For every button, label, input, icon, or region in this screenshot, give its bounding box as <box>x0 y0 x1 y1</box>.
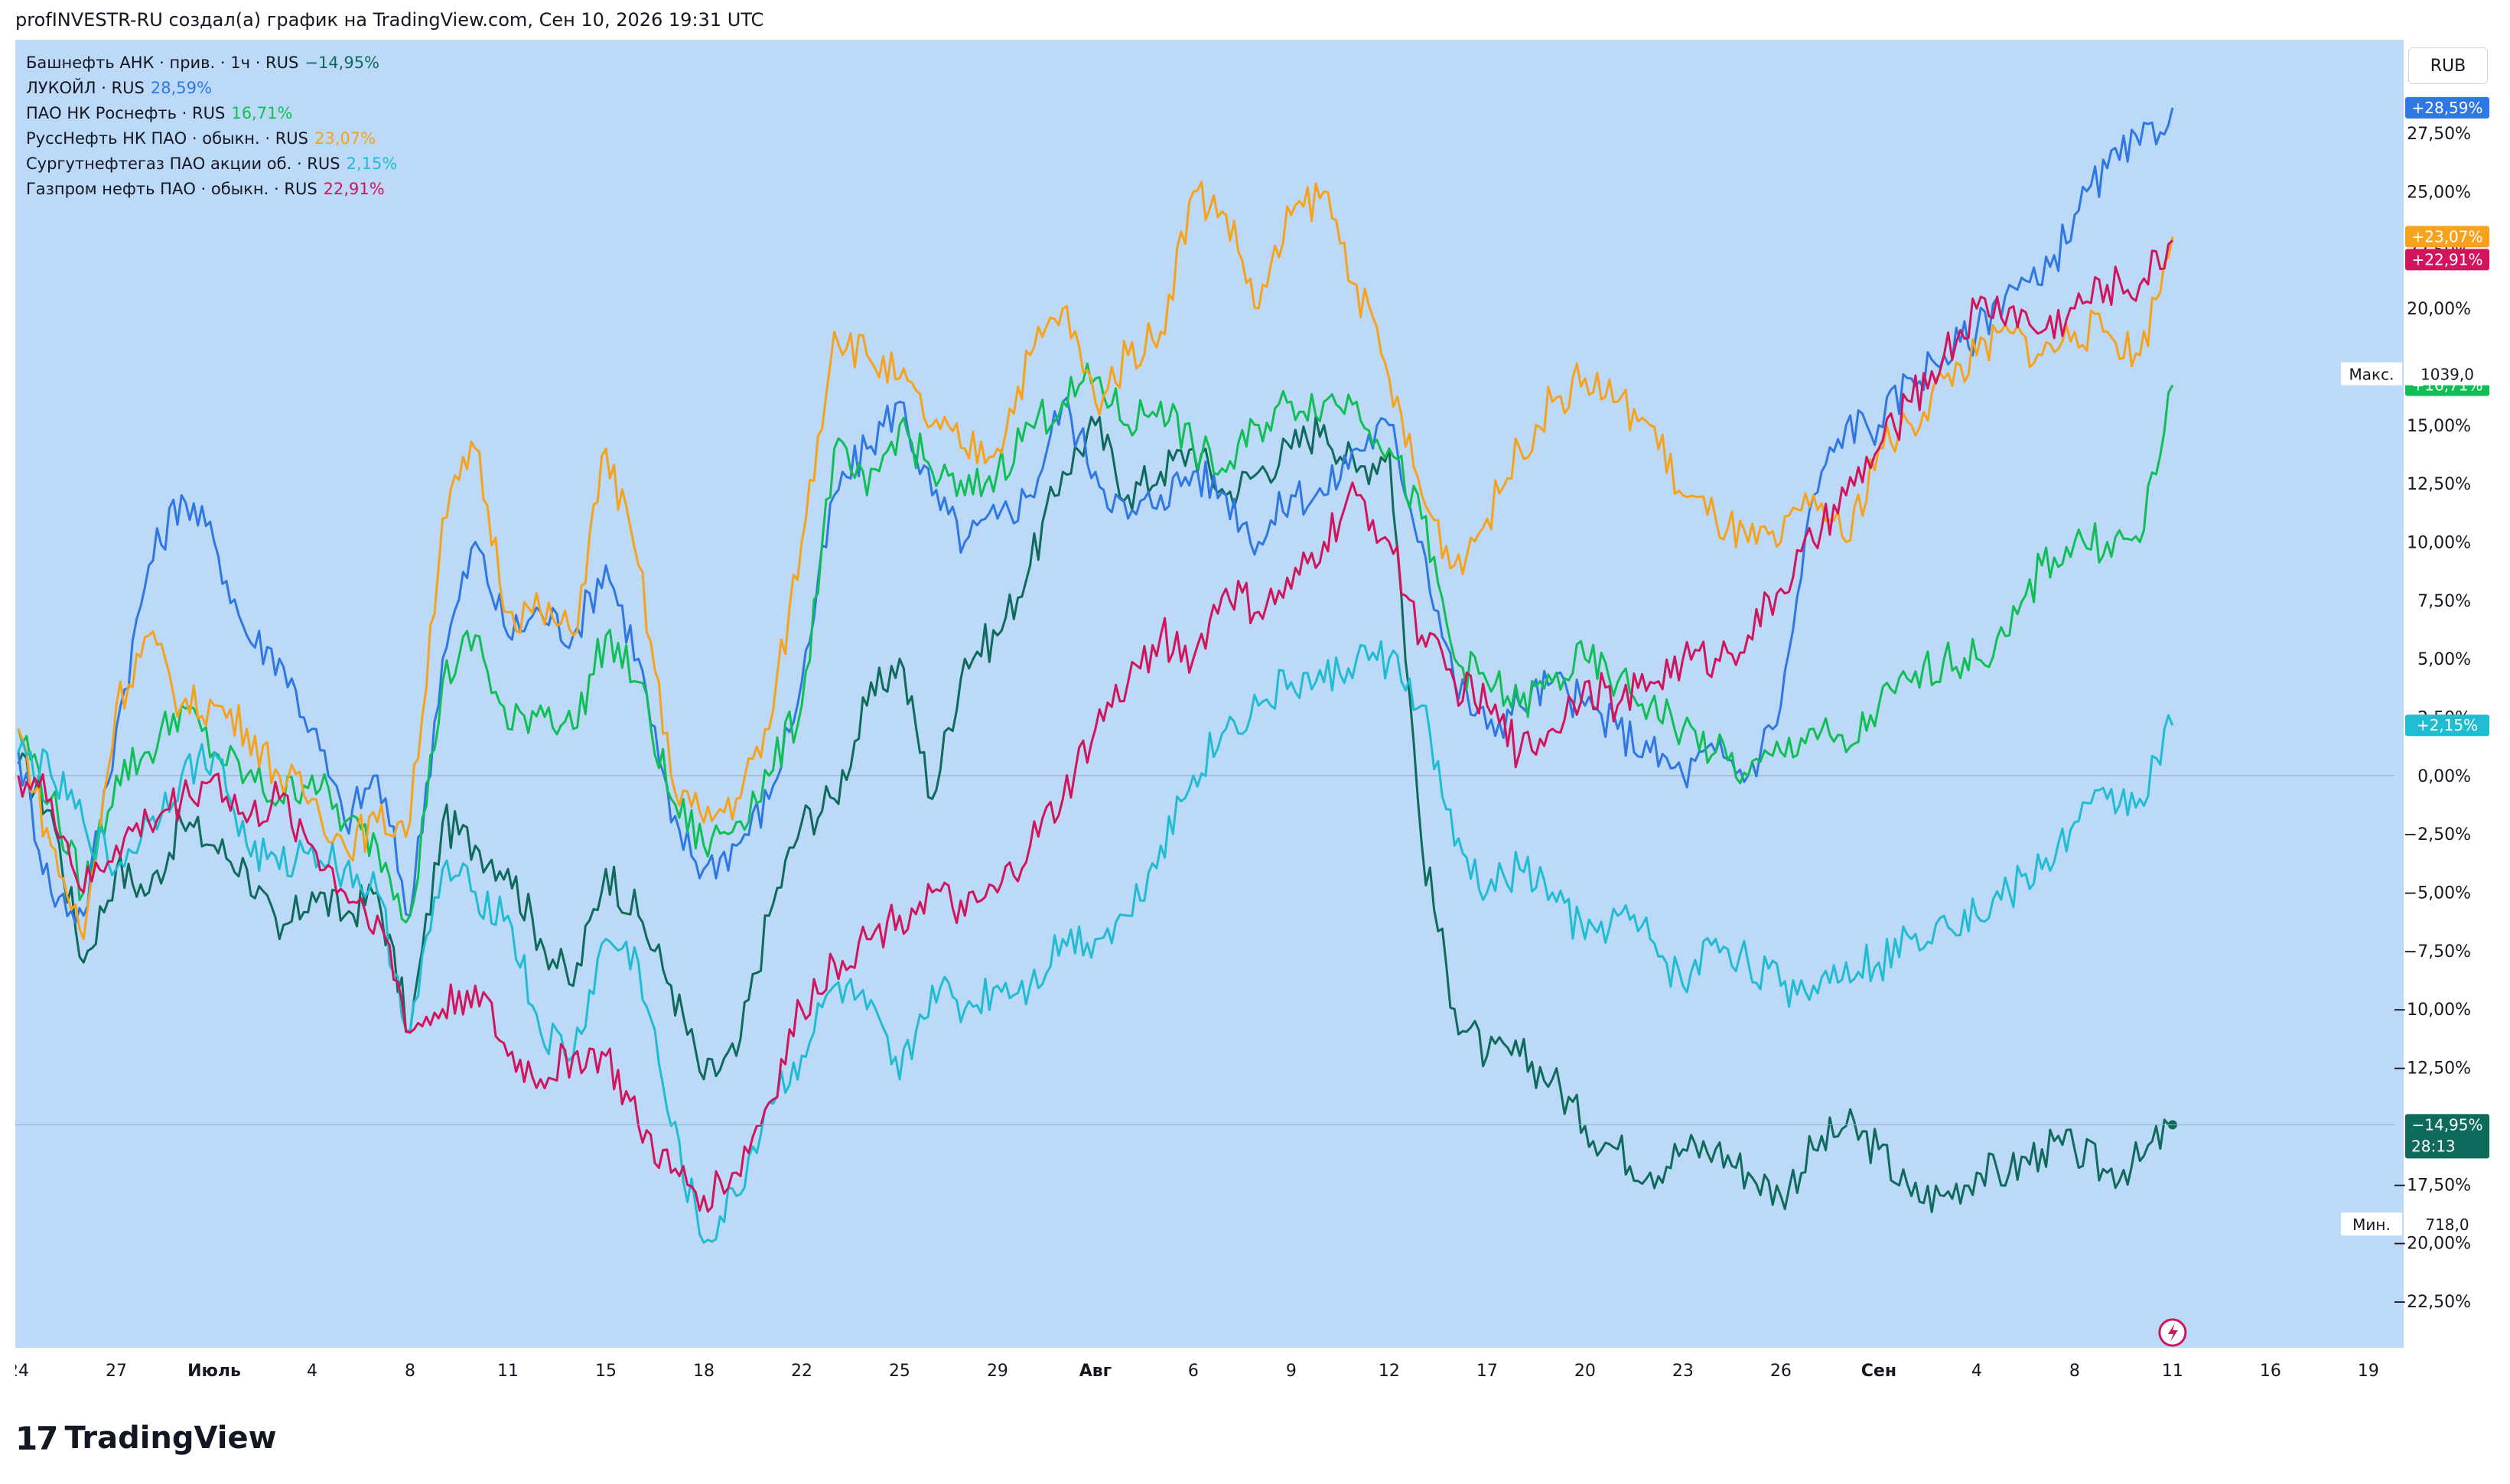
y-tick-label: 20,00% <box>2407 300 2471 319</box>
x-tick-label: 26 <box>1770 1362 1792 1381</box>
x-tick-label: 15 <box>595 1362 617 1381</box>
chart-background <box>15 40 2495 1392</box>
x-tick-label: 4 <box>307 1362 317 1381</box>
last-value-badge <box>2405 249 2489 271</box>
last-value-text: +2,15% <box>2417 716 2478 734</box>
legend-label: Газпром нефть ПАО · обыкн. · RUS <box>26 180 317 198</box>
y-tick-label: 12,50% <box>2407 475 2471 494</box>
x-tick-label: 9 <box>1286 1362 1297 1381</box>
last-value-badge <box>2405 96 2489 119</box>
y-tick-label: −22,50% <box>2393 1293 2471 1312</box>
legend-label: Сургутнефтегаз ПАО акции об. · RUS <box>26 155 340 173</box>
tradingview-mark-icon: 17 <box>15 1419 58 1457</box>
y-tick-label: 7,50% <box>2417 592 2471 611</box>
x-tick-label: 24 <box>15 1362 29 1381</box>
legend-item-bashneft[interactable]: Башнефть АНК · прив. · 1ч · RUS −14,95% <box>26 50 397 76</box>
x-tick-label: Июль <box>187 1362 241 1381</box>
lightning-event-icon[interactable] <box>2158 1318 2187 1347</box>
min-label-box <box>2341 1212 2402 1236</box>
tradingview-wordmark: TradingView <box>64 1421 277 1456</box>
series-line-2[interactable] <box>17 362 2174 924</box>
x-tick-label: 29 <box>987 1362 1008 1381</box>
time-scale-panel[interactable] <box>15 1348 2404 1392</box>
x-tick-label: 18 <box>693 1362 715 1381</box>
last-value-text: +22,91% <box>2411 250 2482 268</box>
series-line-5[interactable] <box>17 239 2173 1213</box>
currency-button[interactable]: RUB <box>2408 47 2488 84</box>
last-value-badge <box>2405 714 2489 737</box>
x-tick-label: Авг <box>1079 1362 1112 1381</box>
legend-value: 2,15% <box>346 155 398 173</box>
last-value-badge <box>2405 226 2489 248</box>
max-value-box <box>2405 362 2489 386</box>
x-tick-label: Сен <box>1861 1362 1896 1381</box>
series-layer <box>15 107 2394 1245</box>
x-tick-label: 27 <box>106 1362 127 1381</box>
min-value: 718,0 <box>2425 1216 2469 1234</box>
chart-legend: Башнефть АНК · прив. · 1ч · RUS −14,95% Л… <box>26 50 397 202</box>
legend-item-lukoil[interactable]: ЛУКОЙЛ · RUS 28,59% <box>26 76 397 101</box>
x-tick-label: 11 <box>497 1362 519 1381</box>
line-chart[interactable]: 30,00%27,50%25,00%22,50%20,00%15,00%12,5… <box>8 40 2495 1392</box>
y-tick-label: −20,00% <box>2393 1235 2471 1254</box>
x-tick-label: 8 <box>405 1362 415 1381</box>
x-tick-label: 23 <box>1672 1362 1694 1381</box>
max-label-box <box>2341 362 2402 386</box>
x-axis: 24 27 Июль 4 8 11 15 18 22 25 29 Авг 6 9 12 17 20 23 26 Сен… <box>8 1362 2379 1381</box>
series-line-3[interactable] <box>17 181 2174 941</box>
x-tick-label: 19 <box>2358 1362 2379 1381</box>
y-tick-label: 10,00% <box>2407 534 2471 553</box>
y-tick-label: 27,50% <box>2407 125 2471 144</box>
last-value-text: −14,95% <box>2411 1115 2482 1134</box>
y-tick-label: 0,00% <box>2417 767 2471 786</box>
x-tick-label: 12 <box>1379 1362 1400 1381</box>
y-tick-label: 15,00% <box>2407 417 2471 436</box>
tradingview-logo[interactable]: 17 TradingView <box>15 1419 277 1457</box>
y-tick-label: −10,00% <box>2393 1001 2471 1020</box>
legend-item-surgut[interactable]: Сургутнефтегаз ПАО акции об. · RUS 2,15% <box>26 151 397 177</box>
last-value-badge <box>2405 1114 2489 1159</box>
x-tick-label: 20 <box>1574 1362 1596 1381</box>
x-tick-label: 8 <box>2069 1362 2080 1381</box>
chart-frame[interactable]: 30,00%27,50%25,00%22,50%20,00%15,00%12,5… <box>8 40 2495 1392</box>
y-tick-label: −5,00% <box>2404 884 2471 903</box>
y-tick-label: 25,00% <box>2407 183 2471 202</box>
legend-label: ПАО НК Роснефть · RUS <box>26 104 226 122</box>
min-label: Мин. <box>2352 1216 2391 1234</box>
legend-item-russneft[interactable]: РуссНефть НК ПАО · обыкн. · RUS 23,07% <box>26 126 397 151</box>
x-tick-label: 22 <box>791 1362 812 1381</box>
legend-value: −14,95% <box>304 54 380 72</box>
series-line-4[interactable] <box>17 639 2174 1245</box>
legend-value: 16,71% <box>231 104 293 122</box>
y-tick-label: −7,50% <box>2404 942 2471 962</box>
x-tick-label: 11 <box>2162 1362 2183 1381</box>
legend-value: 23,07% <box>314 129 376 148</box>
y-tick-label: −2,50% <box>2404 825 2471 845</box>
scale-high-low: Макс. 1039,0 Мин. 718,0 <box>2158 362 2489 1347</box>
legend-label: РуссНефть НК ПАО · обыкн. · RUS <box>26 129 309 148</box>
x-tick-label: 6 <box>1188 1362 1199 1381</box>
legend-value: 28,59% <box>150 79 212 97</box>
y-tick-label: −12,50% <box>2393 1059 2471 1079</box>
header-attribution: profINVESTR-RU создал(а) график на Tradi… <box>15 9 764 31</box>
countdown-text: 28:13 <box>2411 1137 2456 1155</box>
x-tick-label: 25 <box>889 1362 910 1381</box>
legend-item-gazpromneft[interactable]: Газпром нефть ПАО · обыкн. · RUS 22,91% <box>26 177 397 202</box>
legend-item-rosneft[interactable]: ПАО НК Роснефть · RUS 16,71% <box>26 101 397 126</box>
last-value-text: +28,59% <box>2411 99 2482 117</box>
x-tick-label: 17 <box>1476 1362 1498 1381</box>
max-label: Макс. <box>2349 366 2394 384</box>
legend-value: 22,91% <box>323 180 385 198</box>
min-value-box <box>2405 1212 2489 1236</box>
y-tick-label: 5,00% <box>2417 650 2471 669</box>
x-tick-label: 4 <box>1971 1362 1982 1381</box>
x-tick-label: 16 <box>2260 1362 2281 1381</box>
last-value-text: +23,07% <box>2411 227 2482 246</box>
legend-label: Башнефть АНК · прив. · 1ч · RUS <box>26 54 299 72</box>
max-value: 1039,0 <box>2420 366 2474 384</box>
legend-label: ЛУКОЙЛ · RUS <box>26 79 145 97</box>
y-tick-label: −17,50% <box>2393 1176 2471 1195</box>
